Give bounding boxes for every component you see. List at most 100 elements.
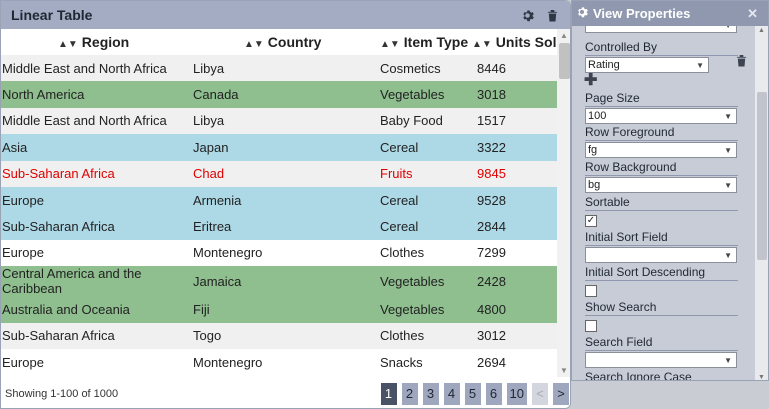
page-size-label: Page Size (585, 91, 738, 107)
prop-search-ignore-case: Search Ignore Case (585, 370, 740, 380)
table-scrollbar[interactable]: ▲ ▼ (557, 29, 570, 377)
sort-icon: ▲▼ (380, 39, 400, 50)
row-foreground-select[interactable]: fg ▼ (585, 142, 737, 158)
cell-units-sold: 3322 (477, 139, 506, 155)
table-row[interactable]: Europe Armenia Cereal 9528 (1, 186, 557, 214)
cell-region: Europe (2, 192, 44, 208)
cell-country: Chad (193, 166, 225, 182)
search-field-select[interactable]: ▼ (585, 352, 737, 368)
cell-units-sold: 3012 (477, 328, 506, 344)
prop-search-field: Search Field ▼ (585, 335, 740, 368)
table-row[interactable]: Sub-Saharan Africa Eritrea Cereal 2844 (1, 213, 557, 240)
cell-item-type: Baby Food (380, 113, 443, 129)
close-icon[interactable]: ✕ (747, 5, 758, 21)
trash-icon[interactable] (544, 7, 560, 23)
page-button-4[interactable]: 4 (443, 382, 460, 405)
properties-title: View Properties (593, 6, 691, 21)
cell-units-sold: 8446 (477, 60, 506, 76)
chevron-down-icon: ▼ (724, 26, 732, 30)
cell-region: Middle East and North Africa (2, 60, 167, 76)
table-grid: ▲▼ Region ▲▼ Country ▲▼ Item Type ▲▼ Units S… (1, 29, 557, 377)
table-row[interactable]: Australia and Oceania Fiji Vegetables 4800 (1, 296, 557, 323)
column-header-units-sold[interactable]: ▲▼Units Sold (472, 29, 557, 55)
scroll-down-icon[interactable]: ▼ (758, 374, 765, 381)
table-row[interactable]: North America Canada Vegetables 3018 (1, 81, 557, 108)
page-button-3[interactable]: 3 (422, 382, 439, 405)
cell-units-sold: 2844 (477, 219, 506, 235)
cell-country: Libya (193, 113, 225, 129)
next-page-button[interactable]: > (553, 382, 569, 405)
table-header-bar: Linear Table (1, 1, 570, 29)
page-button-6[interactable]: 6 (485, 382, 502, 405)
cell-units-sold: 9845 (477, 166, 506, 182)
cell-region: Europe (2, 245, 44, 261)
cell-units-sold: 2694 (477, 354, 506, 370)
cell-region: Europe (2, 354, 44, 370)
cell-country: Canada (193, 87, 239, 103)
scroll-up-icon[interactable]: ▲ (560, 31, 568, 40)
column-header-country[interactable]: ▲▼ Country (191, 29, 378, 55)
cell-region: Central America and the Caribbean (2, 266, 142, 297)
scroll-up-icon[interactable]: ▲ (758, 27, 765, 34)
page-button-10[interactable]: 10 (506, 382, 527, 405)
scroll-down-icon[interactable]: ▼ (560, 366, 568, 375)
cell-country: Togo (193, 328, 222, 344)
chevron-down-icon: ▼ (724, 145, 732, 155)
cell-item-type: Cereal (380, 192, 419, 208)
table-row[interactable]: Asia Japan Cereal 3322 (1, 134, 557, 161)
gear-icon[interactable] (519, 7, 535, 23)
cell-region: Sub-Saharan Africa (2, 219, 115, 235)
cell-item-type: Snacks (380, 354, 423, 370)
prop-controlled-by: Controlled By Rating ▼ (585, 40, 740, 73)
prop-previous-select[interactable]: ▼ (585, 26, 740, 33)
properties-body: ▼ Controlled By Rating▼ ✚ Page Size 100▼… (572, 26, 755, 380)
column-header-region[interactable]: ▲▼ Region (1, 29, 191, 55)
plus-icon[interactable]: ✚ (584, 72, 598, 89)
table-row[interactable]: Europe Montenegro Clothes 7299 (1, 239, 557, 267)
cell-item-type: Cereal (380, 219, 419, 235)
chevron-down-icon: ▼ (724, 180, 732, 190)
table-row[interactable]: Central America and the Caribbean Jamaica… (1, 266, 557, 297)
properties-scrollbar[interactable]: ▲ ▼ (755, 26, 768, 381)
column-header-item-type[interactable]: ▲▼ Item Type (378, 29, 472, 55)
gear-icon (576, 6, 588, 21)
sort-icon: ▲▼ (58, 39, 78, 50)
cell-item-type: Cereal (380, 139, 419, 155)
sortable-checkbox[interactable]: ✓ (585, 215, 597, 227)
cell-item-type: Clothes (380, 245, 425, 261)
controlled-by-select[interactable]: Rating ▼ (585, 57, 709, 73)
trash-icon[interactable] (736, 54, 750, 68)
chevron-down-icon: ▼ (724, 111, 732, 121)
chevron-down-icon: ▼ (724, 250, 732, 260)
initial-sort-field-select[interactable]: ▼ (585, 247, 737, 263)
data-table: ▲▼ Region ▲▼ Country ▲▼ Item Type ▲▼ Units S… (1, 29, 557, 376)
cell-units-sold: 4800 (477, 301, 506, 317)
initial-sort-descending-label: Initial Sort Descending (585, 265, 738, 281)
table-row[interactable]: Middle East and North Africa Libya Baby Fo… (1, 107, 557, 135)
prop-sortable: Sortable ✓ (585, 195, 740, 227)
table-row[interactable]: Middle East and North Africa Libya Cosmeti… (1, 55, 557, 82)
page-button-1[interactable]: 1 (380, 382, 397, 405)
cell-region: Sub-Saharan Africa (2, 166, 115, 182)
cell-region: Asia (2, 139, 28, 155)
previous-select[interactable]: ▼ (585, 26, 737, 33)
prev-page-button[interactable]: < (532, 382, 548, 405)
scrollbar-thumb[interactable] (757, 92, 767, 260)
row-foreground-label: Row Foreground (585, 125, 738, 141)
table-row[interactable]: Sub-Saharan Africa Chad Fruits 9845 (1, 160, 557, 187)
cell-units-sold: 9528 (477, 192, 506, 208)
page-button-5[interactable]: 5 (464, 382, 481, 405)
cell-region: North America (2, 87, 85, 103)
page-size-select[interactable]: 100 ▼ (585, 108, 737, 124)
sort-icon: ▲▼ (244, 39, 264, 50)
table-row[interactable]: Europe Montenegro Snacks 2694 (1, 348, 557, 376)
show-search-checkbox[interactable] (585, 320, 597, 332)
row-background-label: Row Background (585, 160, 738, 176)
table-row[interactable]: Sub-Saharan Africa Togo Clothes 3012 (1, 322, 557, 349)
page-button-2[interactable]: 2 (401, 382, 418, 405)
initial-sort-descending-checkbox[interactable] (585, 285, 597, 297)
cell-item-type: Fruits (380, 166, 413, 182)
scrollbar-thumb[interactable] (559, 43, 570, 79)
row-background-select[interactable]: bg ▼ (585, 177, 737, 193)
prop-show-search: Show Search (585, 300, 740, 332)
